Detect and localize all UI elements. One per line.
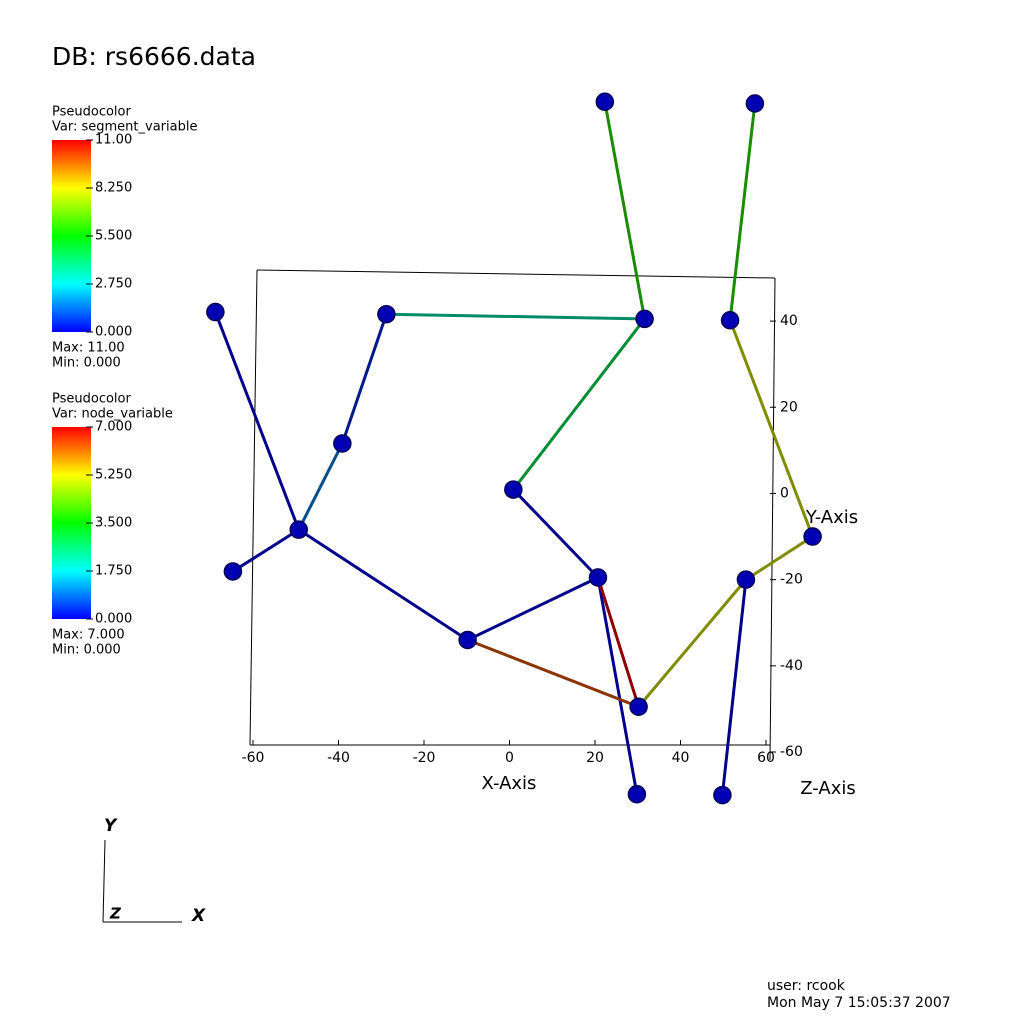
legend-var: Var: segment_variable	[52, 120, 197, 135]
y-tick-label: -40	[780, 658, 803, 674]
legend-min: Min: 0.000	[52, 643, 121, 658]
timestamp: Mon May 7 15:05:37 2007	[767, 995, 951, 1011]
triad-y: Y	[104, 816, 118, 836]
colorbar-label: 1.750	[95, 564, 132, 579]
legend-plot: Pseudocolor	[52, 105, 131, 120]
segment	[511, 317, 647, 492]
node	[745, 94, 765, 113]
node	[627, 784, 647, 804]
x-tick-label: -40	[327, 750, 350, 766]
legend-var: Var: node_variable	[52, 407, 173, 422]
segment	[466, 638, 641, 709]
segment	[384, 312, 647, 321]
y-tick-label: -20	[780, 572, 803, 588]
colorbar-label: 0.000	[95, 612, 132, 627]
x-axis-title: X-Axis	[482, 773, 537, 794]
z-axis-title: Z-Axis	[800, 778, 855, 799]
colorbar	[52, 427, 91, 619]
legend-max: Max: 11.00	[52, 341, 125, 356]
triad-z: Z	[109, 905, 122, 923]
node	[588, 568, 608, 587]
node	[206, 302, 225, 322]
x-tick-label: 20	[586, 750, 604, 766]
segment	[637, 578, 748, 709]
node	[377, 304, 396, 324]
x-tick-label: -20	[413, 750, 436, 766]
node	[629, 697, 648, 717]
colorbar	[52, 140, 91, 332]
node	[504, 480, 523, 499]
segment	[744, 535, 815, 582]
colorbar-label: 5.250	[95, 468, 132, 483]
node	[333, 434, 352, 453]
x-tick-label: -60	[242, 750, 265, 766]
node	[635, 309, 654, 329]
x-tick-label: 40	[672, 750, 690, 766]
segment	[213, 310, 301, 532]
y-tick-label: 40	[780, 313, 798, 329]
colorbar-label: 2.750	[95, 277, 132, 292]
triad-x: X	[191, 906, 206, 926]
y-axis-title: Y-Axis	[805, 507, 858, 528]
node	[736, 570, 756, 589]
colorbar-label: 0.000	[95, 325, 132, 340]
segment	[466, 575, 600, 642]
segment	[297, 441, 344, 532]
legend-min: Min: 0.000	[52, 356, 121, 371]
segment	[728, 101, 757, 322]
colorbar-label: 8.250	[95, 181, 132, 196]
node	[720, 310, 740, 330]
node	[289, 520, 308, 539]
segment	[340, 312, 388, 445]
colorbar-label: 11.00	[95, 133, 132, 148]
triad: X Y Z	[102, 816, 206, 926]
plot: -60 -40 -20 0 20 40 60 -60 -40 -20 0 20 40 X-Axis Y-Ax…	[206, 92, 858, 805]
segment	[297, 528, 470, 642]
node	[223, 562, 243, 581]
colorbar-label: 3.500	[95, 516, 132, 531]
segment	[511, 488, 600, 579]
node	[713, 785, 732, 805]
y-tick-label: -60	[780, 744, 803, 760]
x-tick-label: 60	[757, 750, 775, 766]
segment	[728, 318, 815, 539]
legend-max: Max: 7.000	[52, 628, 125, 643]
node	[595, 92, 615, 112]
y-tick-label: 0	[780, 485, 789, 501]
segment	[596, 575, 639, 796]
user: user: rcook	[767, 978, 846, 994]
segment	[596, 575, 641, 709]
colorbar-label: 7.000	[95, 420, 132, 435]
segment	[603, 100, 647, 321]
colorbar-label: 5.500	[95, 229, 132, 244]
node	[803, 527, 822, 546]
title: DB: rs6666.data	[52, 42, 256, 71]
legend-plot: Pseudocolor	[52, 392, 131, 407]
segment	[231, 528, 301, 573]
x-tick-label: 0	[505, 750, 514, 766]
y-tick-label: 20	[780, 399, 798, 415]
bounding-box	[249, 269, 776, 761]
node	[458, 630, 477, 650]
segment	[720, 578, 748, 797]
